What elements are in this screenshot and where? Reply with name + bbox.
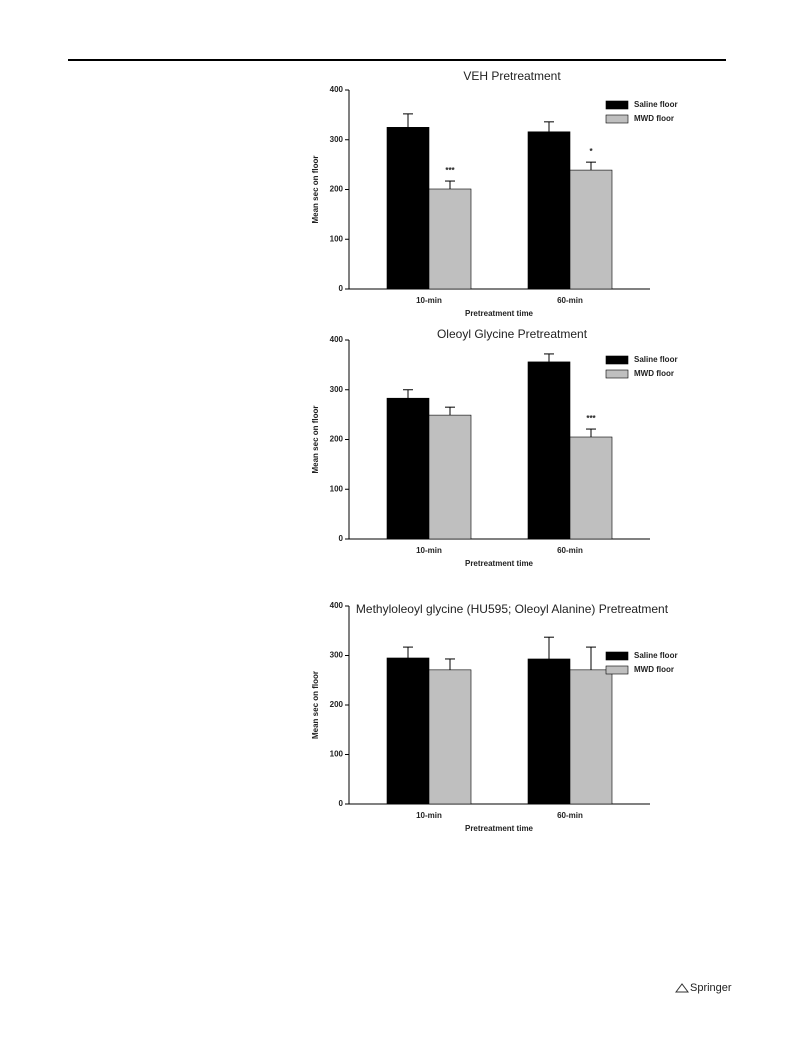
legend-label: Saline floor xyxy=(634,100,678,109)
y-tick-label: 300 xyxy=(330,135,344,144)
y-axis-label: Mean sec on floor xyxy=(311,405,320,473)
y-tick-label: 300 xyxy=(330,385,344,394)
chart-title: VEH Pretreatment xyxy=(463,69,561,83)
x-tick-label: 10-min xyxy=(416,811,442,820)
legend-label: Saline floor xyxy=(634,355,678,364)
y-axis-label: Mean sec on floor xyxy=(311,671,320,739)
bar xyxy=(527,658,571,805)
bar xyxy=(527,361,571,540)
x-axis-label: Pretreatment time xyxy=(465,824,534,833)
legend-label: MWD floor xyxy=(634,369,674,378)
x-tick-label: 10-min xyxy=(416,296,442,305)
legend-swatch xyxy=(605,651,629,661)
legend-swatch xyxy=(605,355,629,365)
x-tick-label: 60-min xyxy=(557,546,583,555)
legend-swatch xyxy=(605,369,629,379)
y-tick-label: 100 xyxy=(330,750,344,759)
chart-title: Oleoyl Glycine Pretreatment xyxy=(437,327,588,341)
significance: *** xyxy=(586,414,596,423)
bar xyxy=(428,669,472,805)
y-tick-label: 200 xyxy=(330,185,344,194)
y-tick-label: 400 xyxy=(330,601,344,610)
x-axis-label: Pretreatment time xyxy=(465,309,534,318)
bar xyxy=(569,436,613,540)
bar xyxy=(569,169,613,290)
legend-swatch xyxy=(605,100,629,110)
y-tick-label: 100 xyxy=(330,234,344,243)
y-tick-label: 200 xyxy=(330,700,344,709)
legend-label: Saline floor xyxy=(634,651,678,660)
bar xyxy=(386,127,430,290)
y-tick-label: 400 xyxy=(330,85,344,94)
x-tick-label: 60-min xyxy=(557,296,583,305)
bar xyxy=(386,397,430,540)
y-tick-label: 200 xyxy=(330,435,344,444)
bar xyxy=(569,669,613,805)
publisher: Springer xyxy=(690,982,732,994)
legend-swatch xyxy=(605,114,629,124)
y-tick-label: 100 xyxy=(330,484,344,493)
chart-title: Methyloleoyl glycine (HU595; Oleoyl Alan… xyxy=(356,602,669,616)
x-tick-label: 10-min xyxy=(416,546,442,555)
x-tick-label: 60-min xyxy=(557,811,583,820)
legend-label: MWD floor xyxy=(634,114,674,123)
publisher-logo xyxy=(675,983,689,993)
y-axis-label: Mean sec on floor xyxy=(311,155,320,223)
bar xyxy=(527,131,571,290)
y-tick-label: 400 xyxy=(330,335,344,344)
y-tick-label: 0 xyxy=(339,284,344,293)
y-tick-label: 300 xyxy=(330,651,344,660)
significance: *** xyxy=(445,166,455,175)
y-tick-label: 0 xyxy=(339,534,344,543)
significance: * xyxy=(589,147,593,156)
bar xyxy=(428,414,472,540)
x-axis-label: Pretreatment time xyxy=(465,559,534,568)
legend-swatch xyxy=(605,665,629,675)
bar xyxy=(386,657,430,805)
bar xyxy=(428,188,472,290)
legend-label: MWD floor xyxy=(634,665,674,674)
y-tick-label: 0 xyxy=(339,799,344,808)
